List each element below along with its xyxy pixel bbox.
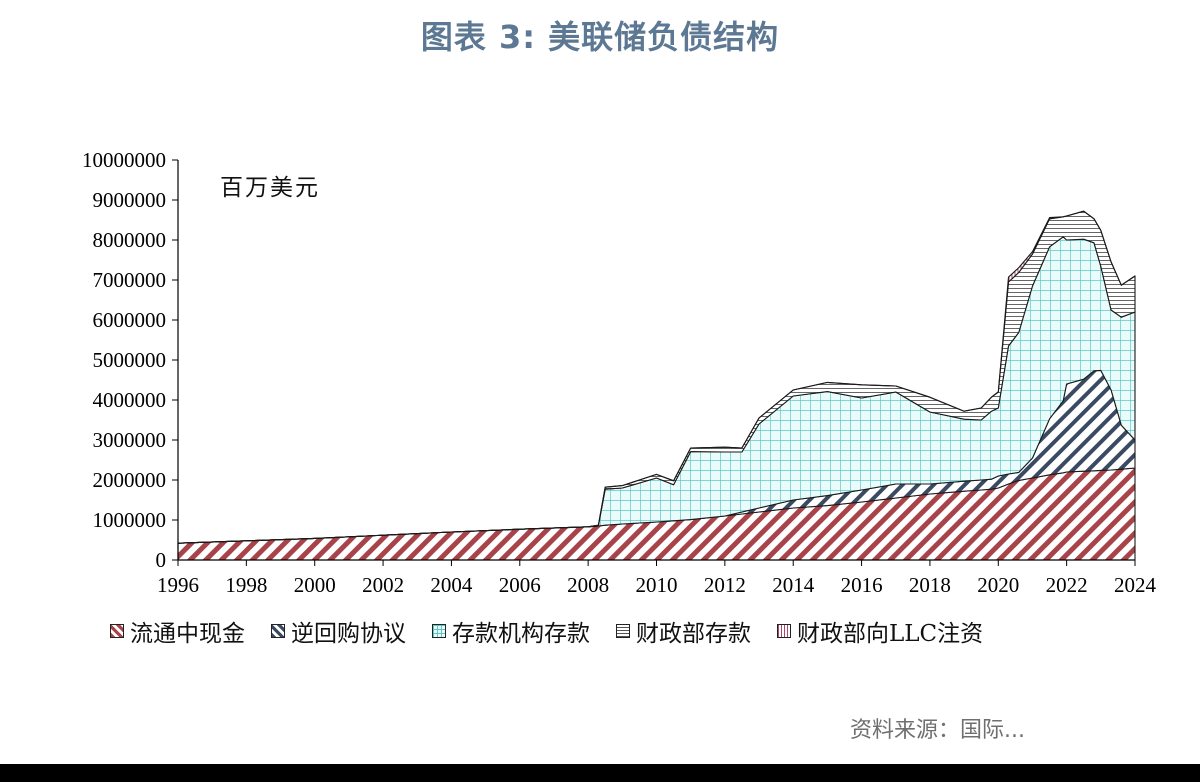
legend-item-llc: 财政部向LLC注资 (777, 614, 983, 648)
area-series-group (177, 210, 1136, 561)
legend-label: 流通中现金 (130, 621, 245, 647)
y-tick-label: 6000000 (93, 308, 167, 332)
x-tick-label: 1998 (225, 573, 267, 597)
x-tick-label: 2010 (636, 573, 678, 597)
x-tick-label: 2004 (430, 573, 473, 597)
source-note: 资料来源：国际... (850, 718, 1025, 743)
chart-title: 图表 3: 美联储负债结构 (420, 18, 780, 56)
x-tick-label: 2012 (704, 573, 746, 597)
legend-item-currency: 流通中现金 (110, 614, 245, 648)
legend-swatch-tga (616, 624, 630, 638)
x-tick-label: 2006 (499, 573, 541, 597)
y-tick-label: 4000000 (93, 388, 167, 412)
x-tick-label: 2002 (362, 573, 404, 597)
legend-label: 逆回购协议 (291, 621, 406, 647)
legend-label: 存款机构存款 (452, 621, 590, 647)
legend-item-reserves: 存款机构存款 (432, 614, 590, 648)
legend-swatch-repo (271, 624, 285, 638)
x-tick-label: 2014 (772, 573, 815, 597)
legend-item-tga: 财政部存款 (616, 614, 751, 648)
y-tick-label: 2000000 (93, 468, 167, 492)
y-tick-label: 1000000 (93, 508, 167, 532)
legend-swatch-currency (110, 624, 124, 638)
y-tick-label: 5000000 (93, 348, 167, 372)
x-tick-label: 2000 (294, 573, 336, 597)
bottom-bar (0, 764, 1200, 782)
y-tick-label: 9000000 (93, 188, 167, 212)
y-tick-label: 10000000 (82, 148, 166, 172)
legend-label: 财政部存款 (636, 621, 751, 647)
y-tick-label: 3000000 (93, 428, 167, 452)
x-tick-label: 2020 (977, 573, 1019, 597)
y-tick-label: 7000000 (93, 268, 167, 292)
legend-label: 财政部向LLC注资 (797, 621, 984, 647)
legend-swatch-llc (777, 624, 791, 638)
unit-label: 百万美元 (220, 175, 320, 201)
y-tick-label: 8000000 (93, 228, 167, 252)
x-tick-label: 2024 (1114, 573, 1157, 597)
x-tick-label: 2016 (841, 573, 883, 597)
area-treasury-llc-capital (177, 210, 1136, 544)
x-tick-label: 1996 (157, 573, 199, 597)
x-tick-label: 2022 (1046, 573, 1088, 597)
x-tick-label: 2018 (909, 573, 951, 597)
x-tick-label: 2008 (567, 573, 609, 597)
legend: 流通中现金 逆回购协议 存款机构存款 财政部存款 财政部向LLC注资 (110, 614, 1009, 648)
y-tick-label: 0 (156, 548, 167, 572)
legend-item-repo: 逆回购协议 (271, 614, 406, 648)
legend-swatch-reserves (432, 624, 446, 638)
axes-group: 0 1000000 2000000 3000000 4000000 5000000 6000… (82, 148, 1157, 597)
